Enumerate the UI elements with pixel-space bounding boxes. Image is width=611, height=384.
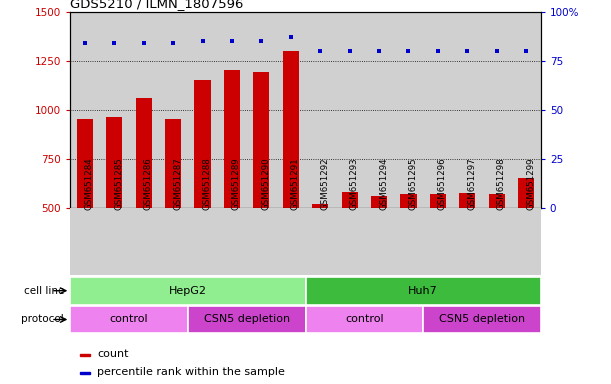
Text: GSM651295: GSM651295: [408, 157, 417, 210]
Bar: [459, 193, 475, 306]
Text: GSM651287: GSM651287: [173, 157, 182, 210]
Bar: [188, 208, 218, 275]
Text: GSM651293: GSM651293: [349, 157, 359, 210]
Bar: [77, 119, 93, 306]
Bar: [335, 208, 364, 275]
Bar: [218, 12, 247, 208]
Bar: [100, 208, 129, 275]
Bar: [158, 208, 188, 275]
Bar: [306, 208, 335, 275]
Text: GSM651294: GSM651294: [379, 157, 388, 210]
Bar: [70, 208, 100, 275]
Bar: [400, 194, 417, 306]
Point: [109, 40, 119, 46]
Bar: [79, 372, 90, 374]
Bar: [70, 277, 306, 305]
Bar: [106, 118, 122, 306]
Text: GSM651292: GSM651292: [320, 157, 329, 210]
Bar: [423, 208, 453, 275]
Text: protocol: protocol: [21, 314, 64, 324]
Bar: [335, 12, 364, 208]
Point: [374, 48, 384, 54]
Bar: [276, 12, 306, 208]
Point: [257, 38, 266, 44]
Point: [521, 48, 531, 54]
Bar: [489, 194, 505, 306]
Bar: [511, 12, 541, 208]
Bar: [453, 12, 482, 208]
Bar: [165, 119, 181, 306]
Bar: [518, 178, 534, 306]
Text: control: control: [110, 314, 148, 324]
Point: [139, 40, 148, 46]
Text: GSM651298: GSM651298: [497, 157, 506, 210]
Point: [463, 48, 472, 54]
Bar: [364, 208, 393, 275]
Text: GSM651291: GSM651291: [291, 157, 300, 210]
Bar: [254, 72, 269, 306]
Bar: [482, 208, 511, 275]
Text: GSM651288: GSM651288: [203, 157, 211, 210]
Text: GSM651286: GSM651286: [144, 157, 153, 210]
Bar: [100, 12, 129, 208]
Point: [345, 48, 354, 54]
Bar: [306, 277, 541, 305]
Text: CSN5 depletion: CSN5 depletion: [203, 314, 290, 324]
Point: [492, 48, 502, 54]
Text: CSN5 depletion: CSN5 depletion: [439, 314, 525, 324]
Bar: [306, 12, 335, 208]
Bar: [482, 12, 511, 208]
Text: GSM651285: GSM651285: [114, 157, 123, 210]
Bar: [453, 208, 482, 275]
Point: [286, 34, 296, 40]
Bar: [430, 194, 446, 306]
Text: GSM651297: GSM651297: [467, 157, 476, 210]
Text: cell line: cell line: [24, 286, 64, 296]
Text: GSM651296: GSM651296: [438, 157, 447, 210]
Bar: [247, 208, 276, 275]
Bar: [423, 306, 541, 333]
Bar: [136, 98, 152, 306]
Point: [403, 48, 413, 54]
Bar: [129, 12, 158, 208]
Text: GSM651284: GSM651284: [85, 157, 94, 210]
Bar: [283, 51, 299, 306]
Point: [198, 38, 208, 44]
Text: GSM651299: GSM651299: [526, 157, 535, 210]
Bar: [276, 208, 306, 275]
Point: [80, 40, 90, 46]
Bar: [247, 12, 276, 208]
Bar: [224, 70, 240, 306]
Bar: [364, 12, 393, 208]
Bar: [79, 354, 90, 356]
Bar: [70, 12, 100, 208]
Bar: [393, 12, 423, 208]
Text: control: control: [345, 314, 384, 324]
Bar: [158, 12, 188, 208]
Text: GSM651289: GSM651289: [232, 157, 241, 210]
Text: percentile rank within the sample: percentile rank within the sample: [97, 367, 285, 377]
Text: count: count: [97, 349, 128, 359]
Bar: [218, 208, 247, 275]
Bar: [306, 306, 423, 333]
Bar: [371, 196, 387, 306]
Bar: [342, 192, 357, 306]
Point: [315, 48, 325, 54]
Bar: [188, 306, 306, 333]
Bar: [188, 12, 218, 208]
Bar: [129, 208, 158, 275]
Bar: [312, 204, 328, 306]
Bar: [423, 12, 453, 208]
Bar: [393, 208, 423, 275]
Bar: [70, 306, 188, 333]
Text: GSM651290: GSM651290: [262, 157, 271, 210]
Point: [168, 40, 178, 46]
Text: HepG2: HepG2: [169, 286, 207, 296]
Point: [433, 48, 443, 54]
Point: [227, 38, 237, 44]
Bar: [194, 80, 211, 306]
Text: Huh7: Huh7: [408, 286, 438, 296]
Bar: [511, 208, 541, 275]
Text: GDS5210 / ILMN_1807596: GDS5210 / ILMN_1807596: [70, 0, 244, 10]
